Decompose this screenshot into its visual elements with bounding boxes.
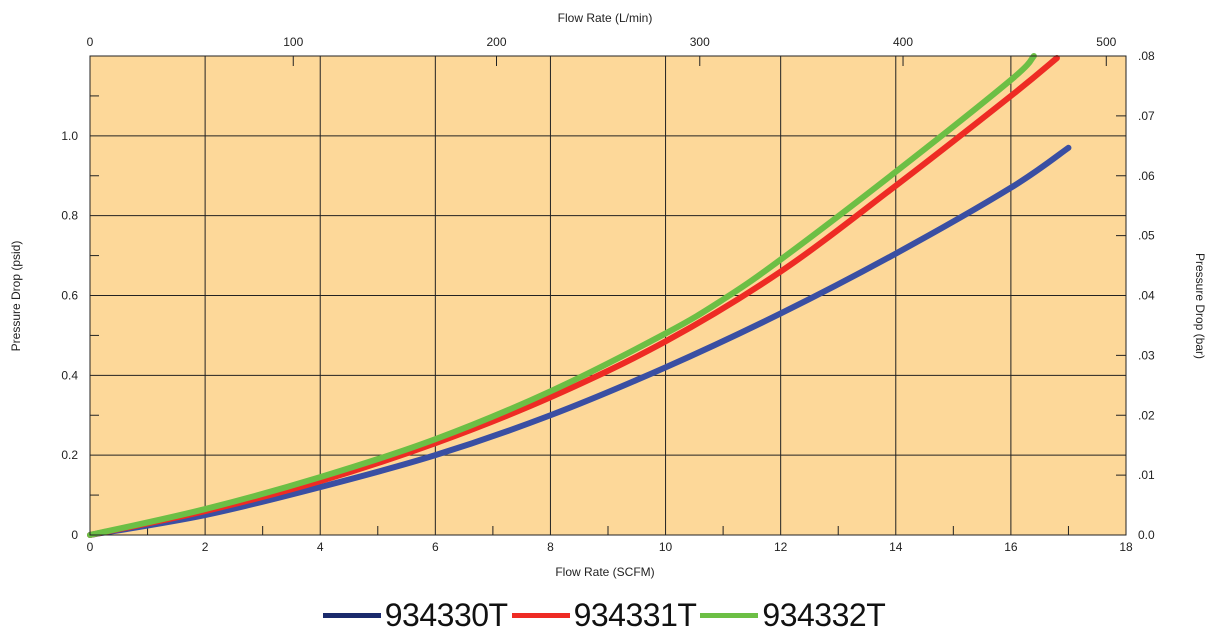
- x-tick-label: 16: [1004, 540, 1018, 554]
- x-tick-label: 12: [774, 540, 788, 554]
- legend-item-934330T: 934330T: [322, 596, 512, 634]
- x2-tick-label: 200: [486, 35, 506, 49]
- x-tick-label: 4: [317, 540, 324, 554]
- y-tick-label: 0: [71, 528, 78, 542]
- plot-frame: [89, 55, 1127, 536]
- y-axis-title: Pressure Drop (psid): [9, 241, 23, 352]
- legend-item-934331T: 934331T: [511, 596, 701, 634]
- minor-ticks: [90, 56, 1126, 535]
- y2-tick-label: .02: [1138, 408, 1155, 422]
- legend-swatch: [700, 612, 759, 618]
- y-tick-label: 0.8: [61, 209, 78, 223]
- y2-tick-label: .07: [1138, 109, 1155, 123]
- series-line-934330T: [87, 144, 1072, 538]
- legend-label: 934330T: [384, 596, 508, 633]
- legend-item-934332T: 934332T: [700, 597, 889, 634]
- y-tick-label: 0.2: [61, 448, 78, 462]
- y2-tick-label: .06: [1138, 169, 1155, 183]
- y-tick-label: 0.6: [61, 289, 78, 303]
- x-tick-label: 6: [432, 540, 439, 554]
- x-tick-label: 2: [202, 540, 209, 554]
- x2-tick-label: 100: [283, 35, 303, 49]
- legend-label: 934331T: [573, 596, 697, 633]
- x-tick-label: 0: [87, 540, 94, 554]
- y2-axis-title: Pressure Drop (bar): [1193, 253, 1207, 359]
- x-tick-label: 10: [659, 540, 673, 554]
- y-tick-label: 1.0: [61, 129, 78, 143]
- x2-tick-label: 0: [87, 35, 94, 49]
- pressure-drop-chart: 0 2 4 6 8 10 12 14 16 18 0 0.2 0.4 0.6 0.8 1.0 0 100 200 30…: [9, 11, 1207, 579]
- x2-axis-title: Flow Rate (L/min): [558, 11, 653, 25]
- tick-labels: 0 2 4 6 8 10 12 14 16 18 0 0.2 0.4 0.6 0.8 1.0 0 100 200 30…: [61, 35, 1155, 554]
- legend: 934330T 934331T 934332T: [0, 590, 1212, 640]
- x-axis-title: Flow Rate (SCFM): [555, 565, 654, 579]
- x2-tick-label: 400: [893, 35, 913, 49]
- x2-tick-label: 300: [690, 35, 710, 49]
- y2-tick-label: .05: [1138, 229, 1155, 243]
- y2-tick-label: .03: [1138, 348, 1155, 362]
- y2-tick-label: 0.0: [1138, 528, 1155, 542]
- series-line-934332T: [87, 53, 1037, 538]
- x-tick-label: 14: [889, 540, 903, 554]
- series-layer: [87, 53, 1072, 538]
- x-tick-label: 18: [1119, 540, 1133, 554]
- x-tick-label: 8: [547, 540, 554, 554]
- x2-tick-label: 500: [1096, 35, 1116, 49]
- y2-tick-label: .04: [1138, 289, 1155, 303]
- legend-label: 934332T: [762, 596, 886, 633]
- y2-tick-label: .08: [1138, 49, 1155, 63]
- y-tick-label: 0.4: [61, 368, 78, 382]
- y2-tick-label: .01: [1138, 468, 1155, 482]
- legend-swatch: [511, 612, 570, 618]
- series-line-934331T: [87, 55, 1060, 538]
- legend-swatch: [322, 612, 381, 618]
